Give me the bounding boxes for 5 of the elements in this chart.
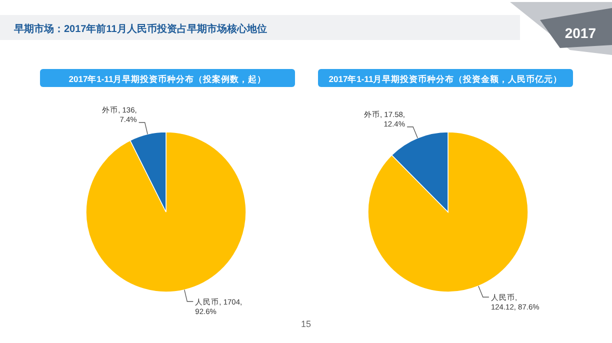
chart-title: 2017年1-11月早期投资币种分布（投资金额，人民币亿元） bbox=[328, 74, 562, 84]
header: 早期市场：2017年前11月人民币投资占早期市场核心地位 bbox=[0, 15, 520, 40]
text: 15 bbox=[300, 319, 312, 329]
text: 2017 bbox=[564, 25, 596, 41]
chart-title: 2017年1-11月早期投资币种分布（投案例数，起） bbox=[68, 74, 266, 84]
